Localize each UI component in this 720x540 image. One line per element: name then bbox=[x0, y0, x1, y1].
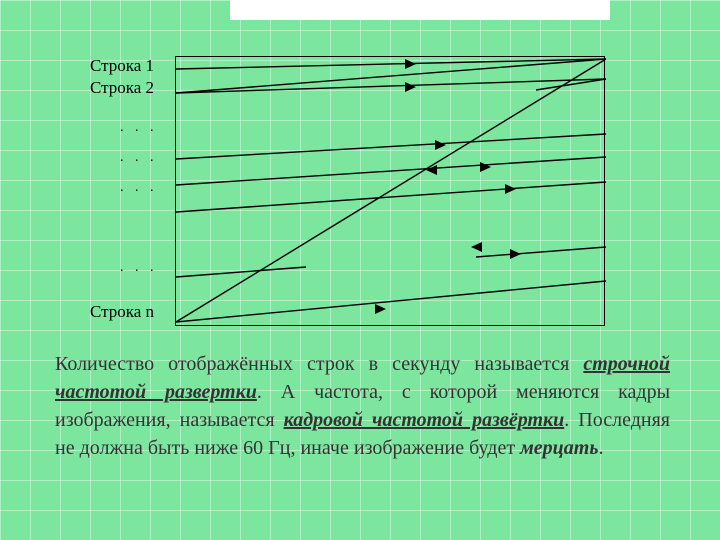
top-banner bbox=[230, 0, 610, 20]
ellipsis-1: . . . bbox=[120, 120, 158, 136]
label-line1: Строка 1 bbox=[90, 56, 154, 76]
ellipsis-4: . . . bbox=[120, 260, 158, 276]
label-linen: Строка n bbox=[90, 302, 154, 322]
label-line2: Строка 2 bbox=[90, 78, 154, 98]
term-flicker: мерцать bbox=[520, 437, 598, 459]
scan-figure: Строка 1 Строка 2 Строка n . . . . . . .… bbox=[75, 50, 620, 330]
description-paragraph: Количество отображённых строк в секунду … bbox=[55, 350, 670, 462]
text-1: Количество отображённых строк в секунду … bbox=[55, 353, 583, 375]
scan-box bbox=[175, 56, 605, 326]
term-frame-freq: кадровой частотой развёртки bbox=[284, 409, 565, 431]
ellipsis-2: . . . bbox=[120, 150, 158, 166]
scan-svg bbox=[176, 57, 606, 327]
text-4: . bbox=[598, 437, 603, 459]
ellipsis-3: . . . bbox=[120, 180, 158, 196]
